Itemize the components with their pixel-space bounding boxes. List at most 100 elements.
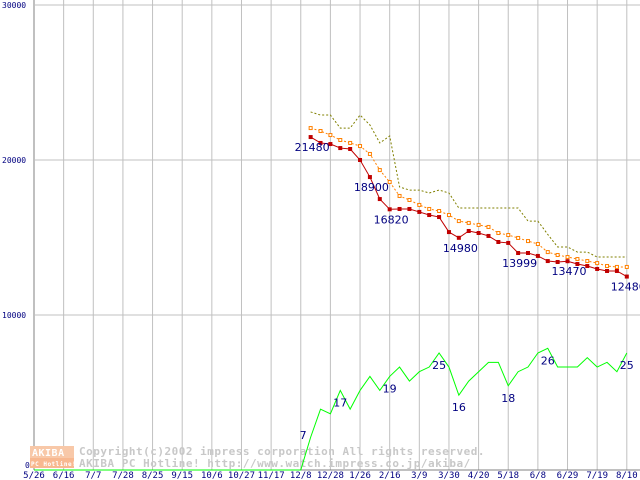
data-point xyxy=(456,219,461,224)
data-point xyxy=(387,207,392,212)
data-point xyxy=(535,253,540,258)
watermark-site: AKIBA PC Hotline! http://www.watch.impre… xyxy=(79,457,471,470)
data-point xyxy=(496,231,501,236)
data-label: 18 xyxy=(501,392,515,405)
data-label: 17 xyxy=(333,396,347,409)
data-label: 19 xyxy=(383,382,397,395)
x-tick-label: 12/8 xyxy=(290,471,312,480)
data-label: 18900 xyxy=(354,181,389,194)
watermark-logo-bottom-bg xyxy=(30,458,74,468)
data-point xyxy=(318,129,323,134)
data-point xyxy=(407,197,412,202)
data-point xyxy=(614,268,619,273)
data-point xyxy=(417,202,422,207)
x-tick-label: 5/18 xyxy=(497,471,519,480)
x-tick-label: 6/29 xyxy=(557,471,579,480)
watermark: AKIBA PC Hotline! Copyright(c)2002 impre… xyxy=(30,445,485,470)
data-point xyxy=(407,206,412,211)
data-point xyxy=(595,261,600,266)
data-point xyxy=(486,224,491,229)
series-line-shop-count xyxy=(34,347,628,471)
data-point xyxy=(446,230,451,235)
data-point xyxy=(318,140,323,145)
data-label: 25 xyxy=(620,359,634,372)
data-point xyxy=(496,239,501,244)
data-label: 16 xyxy=(452,401,466,414)
y-tick-label: 20000 xyxy=(2,156,26,165)
x-tick-label: 2/16 xyxy=(379,471,401,480)
data-label: 21480 xyxy=(295,141,330,154)
data-point xyxy=(555,259,560,264)
x-tick-label: 3/9 xyxy=(411,471,427,480)
x-tick-label: 6/16 xyxy=(53,471,75,480)
x-tick-label: 6/8 xyxy=(530,471,546,480)
data-point xyxy=(367,175,372,180)
watermark-logo-bottom: PC Hotline! xyxy=(31,461,76,468)
x-tick-label: 8/25 xyxy=(142,471,164,480)
data-point xyxy=(595,266,600,271)
data-point xyxy=(555,253,560,258)
data-point xyxy=(565,259,570,264)
data-point xyxy=(437,208,442,213)
data-point xyxy=(585,264,590,269)
data-point xyxy=(348,140,353,145)
data-point xyxy=(377,197,382,202)
data-point xyxy=(456,235,461,240)
data-point xyxy=(358,158,363,162)
data-label: 13999 xyxy=(502,257,537,270)
x-tick-label: 10/6 xyxy=(201,471,223,480)
data-point xyxy=(427,206,432,211)
data-point xyxy=(476,231,481,236)
data-point xyxy=(338,138,343,143)
data-point xyxy=(605,268,610,273)
x-tick-label: 7/19 xyxy=(586,471,608,480)
data-label: 16820 xyxy=(374,213,409,226)
data-point xyxy=(486,233,491,238)
x-tick-label: 1/26 xyxy=(349,471,371,480)
x-tick-label: 12/28 xyxy=(317,471,344,480)
data-label: 26 xyxy=(541,354,555,367)
x-tick-label: 9/15 xyxy=(171,471,193,480)
x-tick-label: 11/17 xyxy=(258,471,285,480)
y-tick-label: 30000 xyxy=(2,1,26,10)
x-tick-label: 3/30 xyxy=(438,471,460,480)
data-point xyxy=(466,228,471,233)
data-point xyxy=(624,274,629,279)
data-point xyxy=(397,193,402,198)
data-point xyxy=(545,250,550,255)
data-point xyxy=(387,180,392,185)
data-label: 12480 xyxy=(611,281,640,294)
data-point xyxy=(446,213,451,218)
watermark-logo-top: AKIBA xyxy=(32,448,65,459)
x-tick-label: 10/27 xyxy=(228,471,255,480)
watermark-copyright: Copyright(c)2002 impress corporation All… xyxy=(79,445,485,458)
data-point xyxy=(437,215,442,220)
label-layer: 21480 18900 16820 14980 13999 13470 12480 7 17 19… xyxy=(295,141,640,442)
y-tick-label: 10000 xyxy=(2,311,26,320)
data-point xyxy=(516,235,521,240)
data-point xyxy=(397,206,402,211)
data-point xyxy=(565,255,570,260)
data-point xyxy=(358,144,363,149)
data-label: 13470 xyxy=(552,265,587,278)
x-tick-label: 4/20 xyxy=(468,471,490,480)
data-point xyxy=(624,264,629,269)
data-point xyxy=(367,151,372,156)
data-point xyxy=(417,209,422,214)
data-point xyxy=(605,264,610,269)
watermark-logo-top-bg xyxy=(30,446,74,458)
data-point xyxy=(516,251,521,256)
series-layer xyxy=(34,111,629,471)
x-tick-label: 7/7 xyxy=(85,471,101,480)
series-line-average-price xyxy=(310,127,627,268)
data-point xyxy=(526,239,530,244)
data-point xyxy=(575,262,580,267)
data-point xyxy=(585,259,590,264)
data-point xyxy=(328,142,333,147)
data-point xyxy=(506,233,511,238)
data-point xyxy=(614,264,619,269)
y-tick-label: 0 xyxy=(25,461,30,470)
